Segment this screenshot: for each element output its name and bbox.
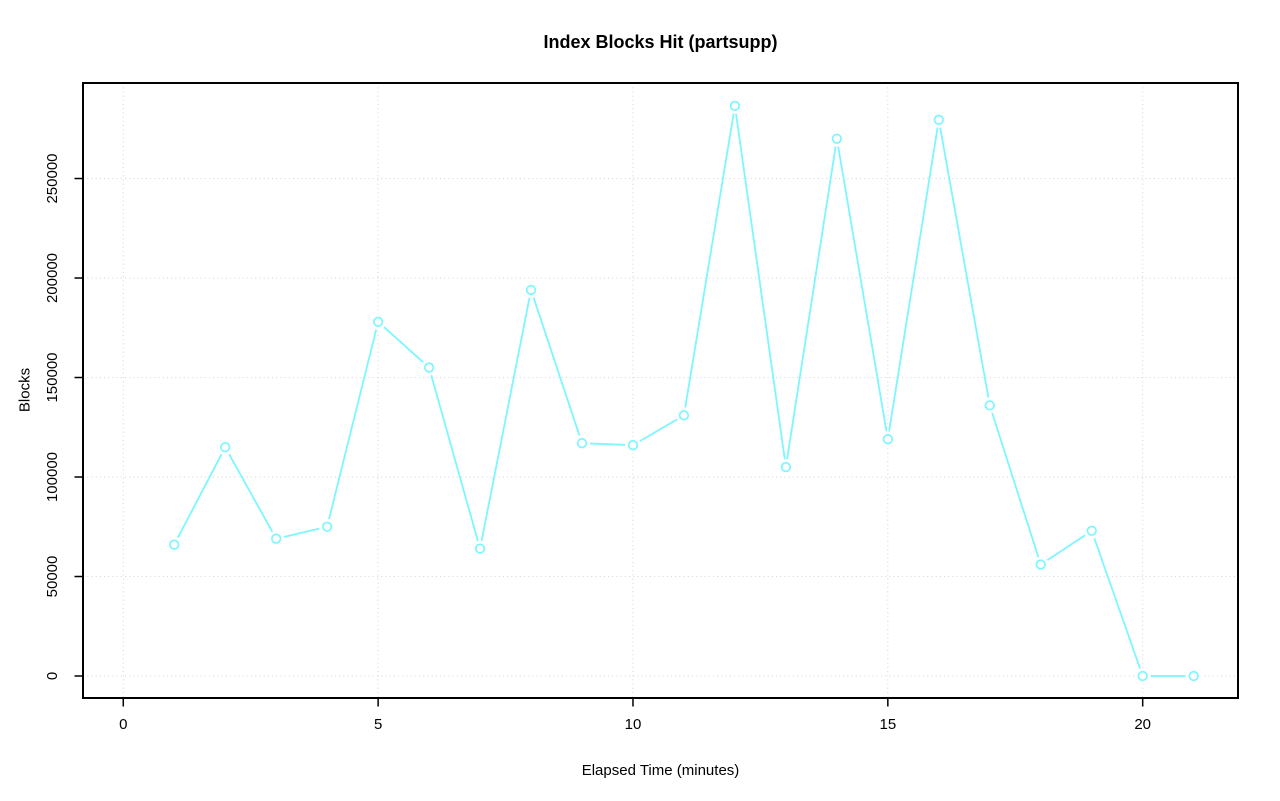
data-point-marker xyxy=(1137,670,1148,682)
marker-gap-mask xyxy=(828,130,845,147)
x-tick-label: 20 xyxy=(1134,716,1151,733)
data-point-marker xyxy=(271,533,282,544)
marker-gap-mask xyxy=(523,281,540,298)
data-point-marker xyxy=(933,114,944,125)
data-point-marker xyxy=(882,434,893,445)
y-tick-label: 100000 xyxy=(44,452,61,502)
x-tick-label: 15 xyxy=(879,716,896,733)
marker-gap-mask xyxy=(217,439,234,456)
marker-gap-mask xyxy=(981,397,998,414)
y-tick-label: 200000 xyxy=(44,253,61,303)
x-tick-label: 0 xyxy=(119,716,127,733)
marker-gap-mask xyxy=(675,407,692,424)
marker-gap-mask xyxy=(574,435,591,452)
x-axis-title: Elapsed Time (minutes) xyxy=(581,762,740,779)
data-point-marker xyxy=(780,461,792,473)
marker-gap-mask xyxy=(624,437,641,454)
y-axis-title: Blocks xyxy=(16,367,34,413)
x-tick-label: 5 xyxy=(374,716,382,733)
data-point-marker xyxy=(169,539,180,550)
data-point-marker xyxy=(525,284,537,296)
marker-gap-mask xyxy=(1032,556,1049,573)
data-point-marker xyxy=(1188,670,1199,682)
marker-gap-mask xyxy=(472,540,489,557)
marker-gap-mask xyxy=(1083,522,1100,539)
data-point-marker xyxy=(678,410,690,421)
marker-gap-mask xyxy=(930,111,947,128)
data-point-marker xyxy=(1086,525,1097,536)
data-point-marker xyxy=(729,100,741,112)
marker-gap-mask xyxy=(777,459,794,476)
marker-gap-mask xyxy=(166,536,183,553)
data-point-marker xyxy=(831,133,843,144)
chart-title: Index Blocks Hit (partsupp) xyxy=(543,32,778,52)
marker-gap-mask xyxy=(319,518,336,535)
data-point-marker xyxy=(372,316,384,327)
data-point-marker xyxy=(474,543,486,554)
y-tick-label: 0 xyxy=(44,672,61,680)
data-point-marker xyxy=(322,521,333,532)
y-tick-label: 250000 xyxy=(44,153,61,203)
data-point-marker xyxy=(1035,559,1046,570)
data-point-marker xyxy=(423,362,435,373)
marker-gap-mask xyxy=(1185,668,1202,685)
data-point-marker xyxy=(627,440,639,451)
data-point-marker xyxy=(576,438,588,449)
marker-gap-mask xyxy=(1134,668,1151,685)
plot-frame xyxy=(82,82,1239,699)
marker-gap-mask xyxy=(268,530,285,547)
marker-gap-mask xyxy=(421,359,438,376)
marker-gap-mask xyxy=(879,431,896,448)
y-tick-label: 50000 xyxy=(44,556,61,598)
marker-gap-mask xyxy=(370,313,387,330)
y-tick-label: 150000 xyxy=(44,352,61,402)
marker-gap-mask xyxy=(726,97,743,114)
data-point-marker xyxy=(984,400,995,411)
x-tick-label: 10 xyxy=(625,716,642,733)
data-point-marker xyxy=(220,442,231,453)
series-line xyxy=(173,104,1194,677)
